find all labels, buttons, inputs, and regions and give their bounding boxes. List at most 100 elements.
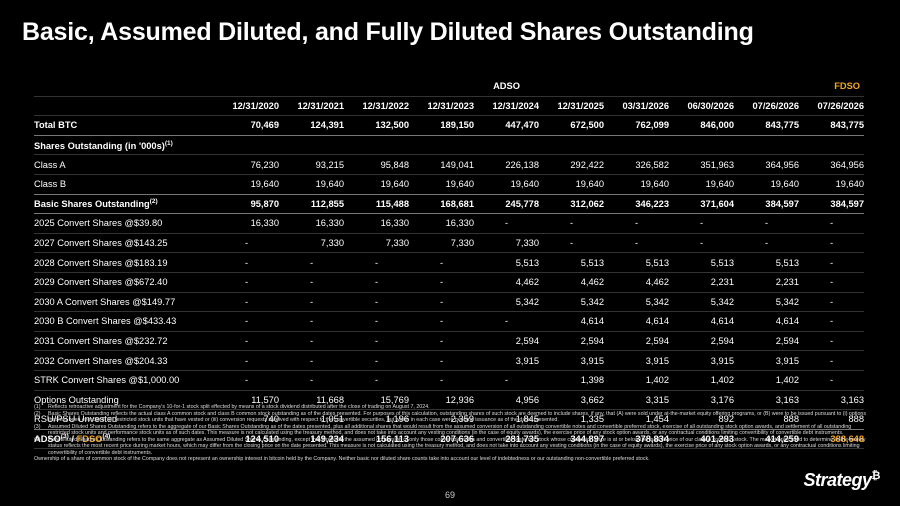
table-cell: 3,315: [604, 390, 669, 411]
table-cell-empty: [279, 135, 344, 156]
table-cell: -: [799, 272, 865, 293]
table-cell: 351,963: [669, 154, 734, 175]
table-cell: -: [799, 370, 865, 391]
table-cell: 124,391: [279, 115, 344, 136]
table-cell: 292,422: [539, 154, 604, 175]
table-cell: -: [409, 311, 474, 332]
table-cell: 2,231: [669, 272, 734, 293]
table-cell: 4,462: [474, 272, 539, 293]
table-cell: 2,231: [734, 272, 800, 293]
table-cell: 364,956: [799, 154, 865, 175]
table-cell: 1,051: [279, 409, 344, 430]
table-cell: 5,513: [734, 252, 800, 273]
footnote-text: Fully Diluted Shares Outstanding refers …: [48, 436, 866, 456]
row-label: Shares Outstanding (in '000s)(1): [34, 135, 214, 156]
table-cell: 344,897: [539, 429, 604, 450]
table-cell: 19,640: [279, 174, 344, 195]
column-header: 12/31/2023: [409, 96, 474, 117]
table-cell: -: [279, 350, 344, 371]
table-cell: 2,594: [734, 331, 800, 352]
table-cell: 15,769: [344, 390, 409, 411]
fdso-label: FDSO: [76, 434, 103, 445]
table-cell: -: [799, 233, 865, 254]
table-cell: 76,230: [214, 154, 279, 175]
table-cell: -: [409, 272, 474, 293]
table-cell: 19,640: [474, 174, 539, 195]
table-cell: 892: [669, 409, 734, 430]
table-cell: 5,342: [734, 292, 800, 313]
table-cell: 70,469: [214, 115, 279, 136]
table-cell: 7,330: [344, 233, 409, 254]
table-cell: 3,915: [734, 350, 800, 371]
table-cell: 93,215: [279, 154, 344, 175]
row-label: 2025 Convert Shares @$39.80: [34, 213, 214, 234]
table-cell: -: [279, 272, 344, 293]
table-cell: 1,845: [474, 409, 539, 430]
table-cell: -: [409, 252, 474, 273]
table-cell: -: [279, 331, 344, 352]
table-cell: 16,330: [214, 213, 279, 234]
table-cell-empty: [604, 135, 669, 156]
table-cell: 19,640: [734, 174, 800, 195]
table-cell: 1,402: [734, 370, 800, 391]
table-cell: 3,662: [539, 390, 604, 411]
table-row-class-a: Class A 76,230 93,215 95,848 149,041 226,138 2…: [34, 154, 865, 175]
table-row-basic: Basic Shares Outstanding(2) 95,870 112,855…: [34, 194, 865, 215]
column-header: 07/26/2026: [799, 96, 865, 117]
row-label: 2027 Convert Shares @$143.25: [34, 233, 214, 254]
table-cell: -: [279, 252, 344, 273]
row-label-text: 2025 Convert Shares @$39.80: [34, 218, 163, 229]
table-cell: 3,915: [604, 350, 669, 371]
row-label: Class B: [34, 174, 214, 195]
table-cell: 12,936: [409, 390, 474, 411]
table-cell: -: [799, 213, 865, 234]
table-cell: 16,330: [344, 213, 409, 234]
footnote-ref: (4): [102, 433, 111, 441]
table-row-options: Options Outstanding 11,570 11,668 15,769 12,…: [34, 390, 865, 411]
row-label-text: 2032 Convert Shares @$204.33: [34, 355, 168, 366]
table-cell: -: [474, 370, 539, 391]
table-cell: 4,614: [669, 311, 734, 332]
date-header-row: 12/31/2020 12/31/2021 12/31/2022 12/31/2023…: [34, 96, 865, 117]
table-cell: -: [409, 350, 474, 371]
table-row-conv-2031: 2031 Convert Shares @$232.72- - - -2,594 2,5…: [34, 331, 865, 352]
table-cell: 168,681: [409, 194, 474, 215]
fdso-group-header: FDSO: [799, 77, 865, 97]
column-header: 06/30/2026: [669, 96, 734, 117]
table-cell: -: [409, 292, 474, 313]
row-label: 2032 Convert Shares @$204.33: [34, 350, 214, 371]
table-cell: -: [344, 350, 409, 371]
table-cell: 740: [214, 409, 279, 430]
table-cell: -: [344, 331, 409, 352]
column-header: 12/31/2020: [214, 96, 279, 117]
table-cell: 1,335: [539, 409, 604, 430]
strategy-logo: Strategy₿: [804, 470, 881, 491]
table-cell: -: [539, 233, 604, 254]
group-header-row: ADSO FDSO: [34, 77, 865, 97]
table-cell: -: [799, 311, 865, 332]
adso-label: ADSO: [34, 434, 61, 445]
table-cell: 384,597: [734, 194, 800, 215]
table-cell: 226,138: [474, 154, 539, 175]
table-cell: -: [734, 213, 800, 234]
bitcoin-mark-icon: ₿: [871, 470, 881, 482]
table-row-conv-2030b: 2030 B Convert Shares @$433.43- - - - -4,614…: [34, 311, 865, 332]
table-cell: 401,283: [669, 429, 734, 450]
footnote-text: Reflects retroactive adjustment for the …: [48, 404, 430, 410]
table-cell: 156,113: [344, 429, 409, 450]
table-cell: 19,640: [799, 174, 865, 195]
row-label-text: 2028 Convert Shares @$183.19: [34, 257, 168, 268]
table-cell: 11,570: [214, 390, 279, 411]
table-cell: 7,330: [409, 233, 474, 254]
table-cell: 19,640: [604, 174, 669, 195]
table-cell: 4,614: [539, 311, 604, 332]
table-cell: -: [344, 252, 409, 273]
row-label: 2028 Convert Shares @$183.19: [34, 252, 214, 273]
table-cell: 4,614: [734, 311, 800, 332]
table-cell: 132,500: [344, 115, 409, 136]
table-cell: -: [669, 213, 734, 234]
table-row-conv-2030a: 2030 A Convert Shares @$149.77- - - -5,342 5…: [34, 292, 865, 313]
table-cell: 346,223: [604, 194, 669, 215]
table-cell: 3,915: [669, 350, 734, 371]
row-label-text: 2031 Convert Shares @$232.72: [34, 336, 168, 347]
